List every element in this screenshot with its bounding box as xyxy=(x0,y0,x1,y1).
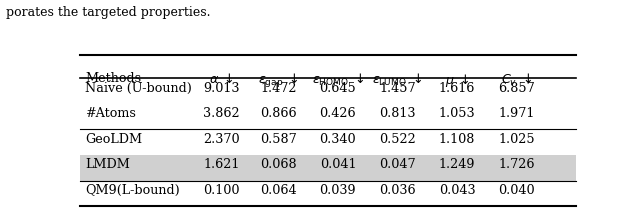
FancyBboxPatch shape xyxy=(80,155,576,181)
Text: 0.047: 0.047 xyxy=(379,158,416,171)
Text: 1.053: 1.053 xyxy=(438,107,476,120)
Text: GeoLDM: GeoLDM xyxy=(85,133,142,146)
Text: 0.522: 0.522 xyxy=(379,133,416,146)
Text: $\epsilon_{\rm LUMO}$ $\downarrow$: $\epsilon_{\rm LUMO}$ $\downarrow$ xyxy=(372,72,422,88)
Text: 1.726: 1.726 xyxy=(498,158,535,171)
Text: #Atoms: #Atoms xyxy=(85,107,136,120)
Text: 1.108: 1.108 xyxy=(439,133,475,146)
Text: 0.813: 0.813 xyxy=(379,107,416,120)
Text: $\alpha$ $\downarrow$: $\alpha$ $\downarrow$ xyxy=(209,72,234,86)
Text: 1.621: 1.621 xyxy=(203,158,239,171)
Text: QM9(L-bound): QM9(L-bound) xyxy=(85,184,180,197)
Text: 1.616: 1.616 xyxy=(439,82,475,95)
Text: 1.472: 1.472 xyxy=(260,82,297,95)
Text: 0.043: 0.043 xyxy=(438,184,476,197)
Text: 2.370: 2.370 xyxy=(203,133,239,146)
Text: Methods: Methods xyxy=(85,72,141,85)
Text: $\epsilon_{\rm gap}$ $\downarrow$: $\epsilon_{\rm gap}$ $\downarrow$ xyxy=(258,72,299,90)
Text: 0.645: 0.645 xyxy=(319,82,356,95)
Text: 0.426: 0.426 xyxy=(319,107,356,120)
Text: $C_v$ $\downarrow$: $C_v$ $\downarrow$ xyxy=(501,72,532,88)
Text: 1.457: 1.457 xyxy=(379,82,416,95)
Text: 1.025: 1.025 xyxy=(498,133,535,146)
Text: 0.040: 0.040 xyxy=(498,184,535,197)
Text: Naive (U-bound): Naive (U-bound) xyxy=(85,82,192,95)
Text: 0.039: 0.039 xyxy=(319,184,356,197)
Text: $\mu$ $\downarrow$: $\mu$ $\downarrow$ xyxy=(445,72,469,89)
Text: porates the targeted properties.: porates the targeted properties. xyxy=(6,6,211,19)
Text: 0.866: 0.866 xyxy=(260,107,297,120)
Text: 0.041: 0.041 xyxy=(319,158,356,171)
Text: 3.862: 3.862 xyxy=(203,107,239,120)
Text: LMDM: LMDM xyxy=(85,158,130,171)
Text: 0.587: 0.587 xyxy=(260,133,297,146)
Text: 1.971: 1.971 xyxy=(499,107,534,120)
Text: 6.857: 6.857 xyxy=(498,82,535,95)
Text: 0.340: 0.340 xyxy=(319,133,356,146)
Text: $\epsilon_{\rm HOMO}$ $\downarrow$: $\epsilon_{\rm HOMO}$ $\downarrow$ xyxy=(312,72,364,88)
Text: 9.013: 9.013 xyxy=(203,82,239,95)
Text: 0.036: 0.036 xyxy=(379,184,416,197)
Text: 0.068: 0.068 xyxy=(260,158,297,171)
Text: 1.249: 1.249 xyxy=(438,158,476,171)
Text: 0.064: 0.064 xyxy=(260,184,297,197)
Text: 0.100: 0.100 xyxy=(203,184,239,197)
